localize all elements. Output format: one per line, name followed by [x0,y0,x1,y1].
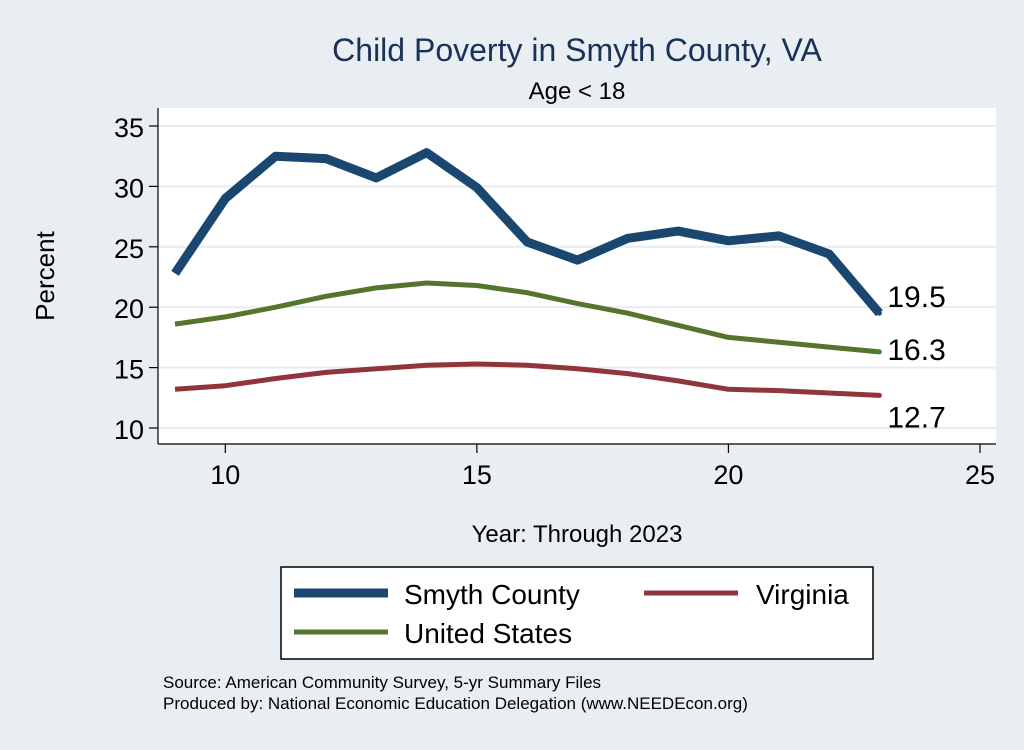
series-layer: 19.5 12.7 16.3 [171,148,946,434]
source-note: Source: American Community Survey, 5-yr … [163,673,601,692]
x-tick-label: 10 [210,460,240,490]
end-label-virginia: 12.7 [887,401,945,434]
end-label-smyth-county: 19.5 [887,281,945,314]
x-tick-label: 20 [713,460,743,490]
series-line-united-states [174,280,880,355]
grid-lines [158,125,996,429]
series-line-virginia [174,361,880,398]
y-axis-label: Percent [30,230,60,320]
series-line-smyth-county [171,148,883,317]
x-tick-label: 25 [965,460,995,490]
end-point-united-states [876,349,882,355]
y-tick-label: 20 [114,294,144,324]
y-tick-label: 10 [114,415,144,445]
x-tick-label: 15 [462,460,492,490]
x-axis-label: Year: Through 2023 [472,521,683,548]
axes: 10 15 20 25 30 35 10 15 20 25 [114,108,996,490]
y-tick-label: 25 [114,234,144,264]
legend: Smyth County Virginia United States [280,566,874,660]
end-point-smyth-county [876,310,882,316]
y-tick-label: 35 [114,113,144,143]
legend-label-united-states: United States [404,618,572,649]
legend-label-virginia: Virginia [756,579,849,610]
plot-area [158,108,996,444]
end-point-virginia [876,392,882,398]
legend-box [280,566,874,660]
end-label-united-states: 16.3 [887,334,945,367]
y-tick-label: 30 [114,173,144,203]
producer-note: Produced by: National Economic Education… [163,694,748,713]
chart-title: Child Poverty in Smyth County, VA [332,32,822,68]
legend-label-smyth-county: Smyth County [404,579,580,610]
y-tick-label: 15 [114,355,144,385]
chart-subtitle: Age < 18 [529,78,626,105]
